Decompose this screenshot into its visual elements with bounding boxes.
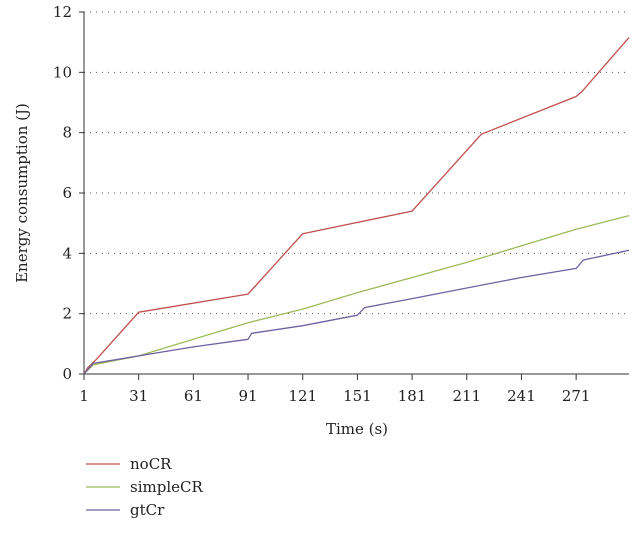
legend-label-simpleCR: simpleCR [130, 478, 203, 496]
legend: noCR simpleCR gtCr [86, 455, 203, 519]
legend-label-noCR: noCR [130, 455, 172, 473]
series-line-gtCr [83, 249, 630, 375]
x-tick-label-61: 61 [184, 387, 203, 405]
x-tick-label-271: 271 [562, 387, 591, 405]
y-tick-label-10: 10 [53, 63, 72, 81]
y-tick-label-8: 8 [62, 124, 72, 142]
grid-lines [84, 11, 629, 315]
x-tick-label-91: 91 [238, 387, 257, 405]
y-axis-title: Energy consumption (J) [13, 103, 31, 283]
x-tick-label-241: 241 [507, 387, 536, 405]
y-tick-label-4: 4 [62, 244, 72, 262]
x-tick-label-31: 31 [129, 387, 148, 405]
x-axis-ticks: 1 31 61 91 121 151 181 211 241 271 [79, 374, 590, 405]
x-axis-title: Time (s) [326, 420, 388, 438]
series-lines [83, 37, 630, 375]
x-tick-label-121: 121 [288, 387, 317, 405]
axes [83, 12, 629, 375]
y-tick-label-12: 12 [53, 3, 72, 21]
y-axis-ticks: 0 2 4 6 8 10 12 [53, 3, 84, 383]
x-tick-label-211: 211 [452, 387, 481, 405]
y-tick-label-6: 6 [62, 184, 72, 202]
y-tick-label-0: 0 [62, 365, 72, 383]
x-tick-label-1: 1 [79, 387, 89, 405]
series-line-simpleCR [83, 214, 630, 375]
y-tick-label-2: 2 [62, 305, 72, 323]
series-line-noCR [83, 37, 630, 375]
x-tick-label-181: 181 [398, 387, 427, 405]
x-tick-label-151: 151 [343, 387, 372, 405]
legend-label-gtCr: gtCr [130, 501, 165, 519]
